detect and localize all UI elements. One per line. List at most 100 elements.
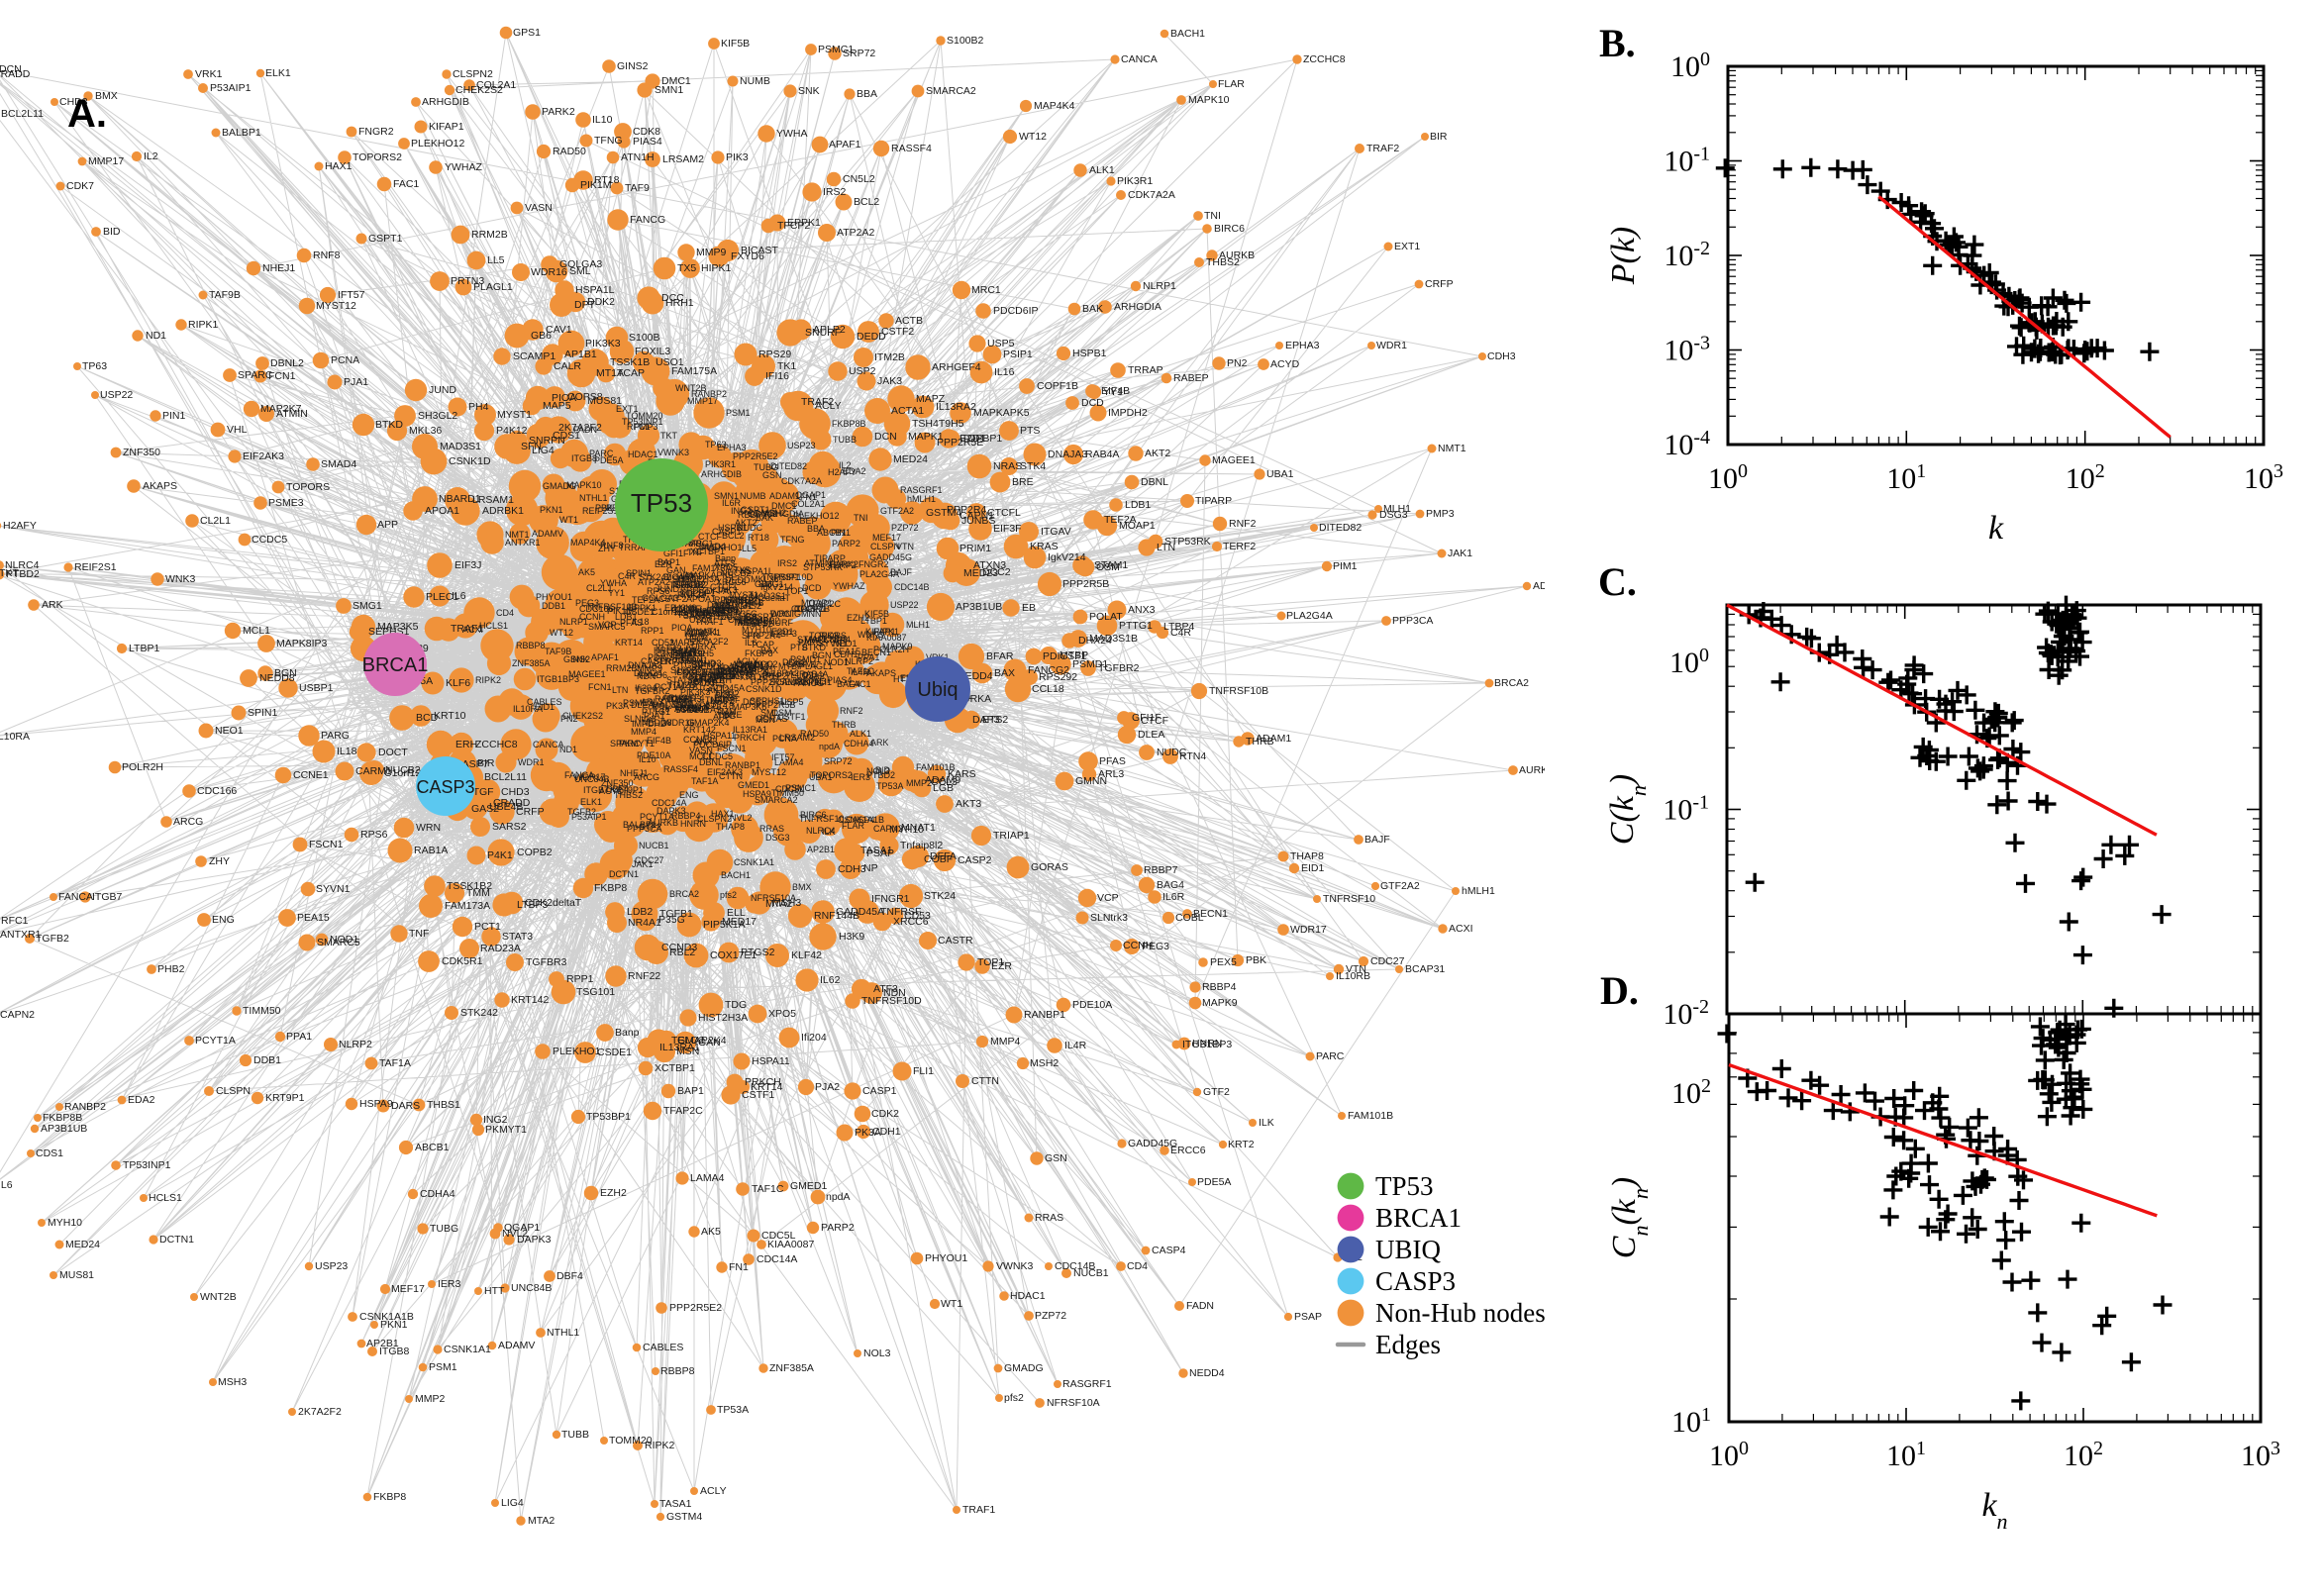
svg-text:GPS1: GPS1 [513, 27, 541, 39]
svg-text:PHYOU1: PHYOU1 [925, 1252, 967, 1264]
svg-text:TAF1C: TAF1C [752, 1183, 784, 1195]
svg-text:ZNF385A: ZNF385A [512, 658, 551, 668]
svg-text:FKBP8: FKBP8 [373, 1491, 406, 1503]
svg-text:ND1: ND1 [146, 330, 166, 342]
svg-text:pfs2: pfs2 [1004, 1392, 1024, 1404]
svg-text:IER3: IER3 [851, 772, 870, 782]
svg-text:ZHY: ZHY [209, 855, 230, 867]
svg-text:AK5: AK5 [578, 567, 595, 577]
svg-text:POLR2H: POLR2H [122, 761, 163, 773]
svg-text:SMARCA2: SMARCA2 [926, 85, 976, 97]
svg-text:TIMM50: TIMM50 [243, 1005, 281, 1017]
svg-text:CABLES: CABLES [643, 1342, 683, 1353]
svg-text:H2AFY: H2AFY [3, 520, 37, 532]
svg-text:AP2B1: AP2B1 [366, 1338, 399, 1349]
svg-text:RANBP1: RANBP1 [725, 760, 760, 770]
svg-text:QGAP1: QGAP1 [504, 1222, 540, 1234]
svg-text:RAD23A: RAD23A [480, 943, 521, 954]
svg-text:PZP72: PZP72 [1035, 1310, 1066, 1322]
svg-text:UBA1: UBA1 [1266, 468, 1294, 480]
svg-text:PLA2G4A: PLA2G4A [1286, 610, 1333, 622]
svg-text:TNF: TNF [409, 928, 429, 940]
svg-text:PHB2: PHB2 [157, 963, 185, 975]
svg-text:10-2: 10-2 [1664, 238, 1710, 272]
svg-text:RRM2B: RRM2B [471, 229, 508, 241]
svg-text:SLNtrk3: SLNtrk3 [1090, 912, 1128, 924]
svg-text:MRC1: MRC1 [971, 284, 1001, 296]
svg-text:VCP: VCP [1097, 892, 1119, 904]
svg-text:TFAP2C: TFAP2C [663, 1105, 703, 1117]
svg-text:IER3: IER3 [438, 1278, 461, 1290]
svg-text:NFRSF10A: NFRSF10A [1047, 1397, 1100, 1409]
svg-text:YWHAZ: YWHAZ [445, 161, 483, 173]
svg-text:RBBP7: RBBP7 [1144, 864, 1178, 876]
svg-text:VASN: VASN [525, 202, 553, 214]
svg-text:101: 101 [1671, 1404, 1711, 1439]
svg-text:RASSF4: RASSF4 [891, 143, 932, 154]
svg-text:GSTM4: GSTM4 [926, 507, 961, 519]
svg-text:LDB1: LDB1 [1125, 499, 1151, 511]
svg-text:COBF: COBF [924, 853, 953, 865]
svg-text:k: k [1988, 510, 2004, 547]
svg-text:SRP72: SRP72 [824, 756, 853, 766]
svg-text:PKN1: PKN1 [380, 1319, 408, 1331]
svg-text:BCL2: BCL2 [854, 196, 879, 208]
svg-text:CLSPN: CLSPN [870, 542, 900, 551]
svg-text:ADAM1: ADAM1 [769, 491, 800, 501]
svg-text:BMX: BMX [792, 882, 812, 892]
svg-text:EZH2: EZH2 [600, 1187, 627, 1199]
svg-text:EIF3F: EIF3F [993, 523, 1022, 535]
svg-text:GMED1: GMED1 [738, 780, 769, 790]
svg-text:TOPORS2: TOPORS2 [810, 770, 853, 780]
svg-text:EXT1: EXT1 [1394, 241, 1420, 252]
svg-text:CCND3: CCND3 [661, 942, 697, 953]
svg-text:PDE5A: PDE5A [594, 455, 624, 465]
svg-text:RASGRF1: RASGRF1 [1062, 1378, 1112, 1390]
svg-text:BCL2: BCL2 [722, 531, 745, 541]
svg-text:RIPK1: RIPK1 [188, 319, 219, 331]
svg-text:IL13RA1: IL13RA1 [733, 725, 767, 735]
svg-text:PARP2: PARP2 [821, 1222, 855, 1234]
svg-text:GFI1F: GFI1F [1132, 712, 1162, 724]
svg-text:TGFB1: TGFB1 [659, 908, 693, 920]
svg-text:FANCG: FANCG [630, 214, 665, 226]
svg-text:MED24: MED24 [893, 453, 928, 465]
svg-text:SCAMP1: SCAMP1 [513, 350, 556, 362]
svg-text:GMADG: GMADG [1004, 1362, 1044, 1374]
svg-text:NEO1: NEO1 [215, 725, 244, 737]
svg-text:KRT14: KRT14 [615, 638, 643, 648]
svg-text:PSAP: PSAP [1294, 1311, 1322, 1323]
svg-text:GSN: GSN [762, 470, 782, 480]
svg-text:HSPA1L: HSPA1L [575, 284, 615, 296]
svg-text:PRIM1: PRIM1 [960, 543, 991, 554]
svg-text:TSG101: TSG101 [576, 986, 615, 998]
svg-text:DEDD: DEDD [857, 331, 886, 343]
svg-text:GB6: GB6 [755, 579, 772, 589]
svg-text:IgkV214: IgkV214 [1048, 551, 1086, 563]
svg-text:CDK7A2A: CDK7A2A [781, 476, 822, 486]
svg-text:DCN: DCN [0, 63, 22, 75]
svg-text:KRT2: KRT2 [1228, 1139, 1255, 1150]
svg-text:DBNL2: DBNL2 [270, 357, 304, 369]
svg-text:P4K12: P4K12 [496, 425, 528, 437]
svg-text:CSDE1: CSDE1 [625, 607, 655, 617]
svg-text:npdA: npdA [826, 1191, 851, 1203]
svg-text:TRIAP1: TRIAP1 [993, 830, 1030, 842]
svg-text:HAX1: HAX1 [711, 809, 735, 819]
svg-text:APP: APP [377, 519, 398, 531]
svg-text:NTHL1: NTHL1 [579, 493, 608, 503]
svg-text:AP3B1UB: AP3B1UB [956, 601, 1002, 613]
svg-text:SYVN1: SYVN1 [316, 883, 351, 895]
svg-text:MYST1: MYST1 [497, 409, 532, 421]
svg-text:ARK: ARK [42, 599, 63, 611]
svg-text:PPP2R5E2: PPP2R5E2 [669, 1302, 722, 1314]
svg-text:AURKA: AURKA [685, 642, 716, 651]
svg-text:SNURF: SNURF [805, 327, 841, 339]
svg-text:JUND: JUND [429, 384, 456, 396]
svg-text:KRT10: KRT10 [434, 710, 466, 722]
svg-text:ELL: ELL [727, 907, 746, 919]
svg-text:LDB2: LDB2 [627, 906, 653, 918]
svg-text:AK5: AK5 [701, 1226, 721, 1238]
svg-text:NTHL1: NTHL1 [547, 1327, 579, 1339]
svg-text:DHX24: DHX24 [1078, 635, 1112, 647]
